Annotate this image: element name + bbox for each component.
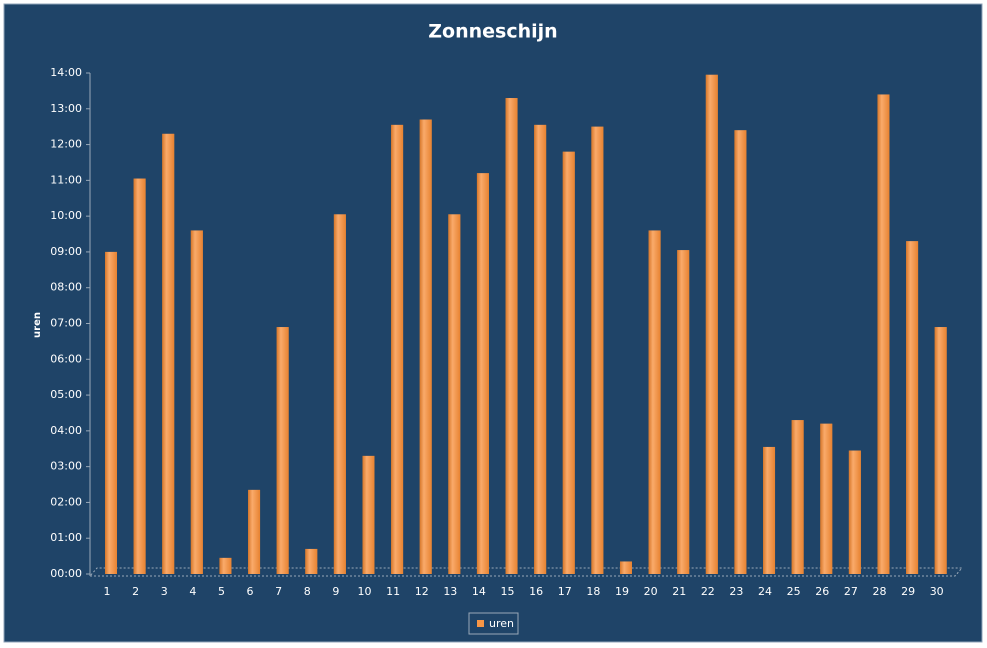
y-tick-label: 01:00	[50, 531, 82, 544]
y-tick-label: 08:00	[50, 281, 82, 294]
x-tick-label: 21	[672, 585, 686, 598]
x-tick-label: 29	[901, 585, 915, 598]
bar-shade	[619, 561, 632, 574]
bar-shade	[133, 178, 146, 574]
x-tick-label: 6	[247, 585, 254, 598]
x-tick-label: 25	[787, 585, 801, 598]
x-tick-label: 17	[558, 585, 572, 598]
bar-shade	[791, 420, 804, 574]
bar-shade	[906, 241, 919, 574]
x-tick-label: 16	[529, 585, 543, 598]
y-tick-label: 14:00	[50, 66, 82, 79]
chart-title: Zonneschijn	[428, 21, 557, 43]
bar-shade	[734, 130, 747, 574]
bar-shade	[763, 446, 776, 574]
x-tick-label: 26	[815, 585, 829, 598]
y-tick-label: 03:00	[50, 460, 82, 473]
x-tick-label: 4	[189, 585, 196, 598]
y-tick-label: 04:00	[50, 424, 82, 437]
x-tick-label: 5	[218, 585, 225, 598]
x-tick-label: 2	[132, 585, 139, 598]
bar-shade	[105, 251, 118, 574]
y-tick-label: 11:00	[50, 173, 82, 186]
bar-shade	[934, 327, 947, 574]
y-tick-label: 12:00	[50, 138, 82, 151]
bar-shade	[677, 250, 690, 574]
x-tick-label: 18	[586, 585, 600, 598]
bar-shade	[848, 450, 861, 574]
y-tick-label: 05:00	[50, 388, 82, 401]
bar-shade	[591, 126, 604, 574]
x-tick-label: 27	[844, 585, 858, 598]
bar-shade	[276, 327, 289, 574]
x-tick-label: 22	[701, 585, 715, 598]
x-tick-label: 13	[443, 585, 457, 598]
x-tick-label: 14	[472, 585, 486, 598]
chart-background	[3, 3, 983, 643]
y-axis-title: uren	[32, 312, 43, 338]
x-tick-label: 20	[644, 585, 658, 598]
x-tick-label: 19	[615, 585, 629, 598]
bar-shade	[534, 124, 547, 574]
x-tick-label: 11	[386, 585, 400, 598]
bar-shade	[448, 214, 461, 574]
bar-shade	[505, 98, 518, 575]
bar-shade	[248, 489, 261, 574]
floor	[88, 567, 964, 577]
x-tick-label: 10	[357, 585, 371, 598]
y-tick-label: 02:00	[50, 495, 82, 508]
bar-shade	[305, 548, 318, 574]
x-tick-label: 15	[501, 585, 515, 598]
bar-shade	[705, 74, 718, 575]
bar-shade	[562, 151, 575, 574]
bar-shade	[162, 133, 175, 575]
x-tick-label: 24	[758, 585, 772, 598]
bar-shade	[391, 124, 404, 574]
legend-label: uren	[489, 617, 514, 630]
x-tick-label: 28	[872, 585, 886, 598]
x-tick-label: 12	[415, 585, 429, 598]
x-tick-label: 30	[930, 585, 944, 598]
bar-shade	[648, 230, 661, 574]
bar-shade	[820, 423, 833, 574]
bar-shade	[877, 94, 890, 574]
bar-shade	[419, 119, 432, 575]
x-tick-label: 3	[161, 585, 168, 598]
y-tick-label: 10:00	[50, 209, 82, 222]
x-tick-label: 23	[729, 585, 743, 598]
legend-swatch	[477, 620, 484, 627]
y-tick-label: 06:00	[50, 352, 82, 365]
x-tick-label: 9	[332, 585, 339, 598]
bar-shade	[190, 230, 203, 574]
y-tick-label: 00:00	[50, 567, 82, 580]
x-tick-label: 8	[304, 585, 311, 598]
legend-box	[468, 612, 519, 635]
y-tick-label: 09:00	[50, 245, 82, 258]
y-tick-label: 13:00	[50, 102, 82, 115]
bar-shade	[362, 455, 375, 574]
x-tick-label: 7	[275, 585, 282, 598]
bar-shade	[476, 173, 489, 574]
x-tick-label: 1	[104, 585, 111, 598]
bar-shade	[333, 214, 346, 574]
bar-shade	[219, 557, 232, 574]
y-tick-label: 07:00	[50, 317, 82, 330]
